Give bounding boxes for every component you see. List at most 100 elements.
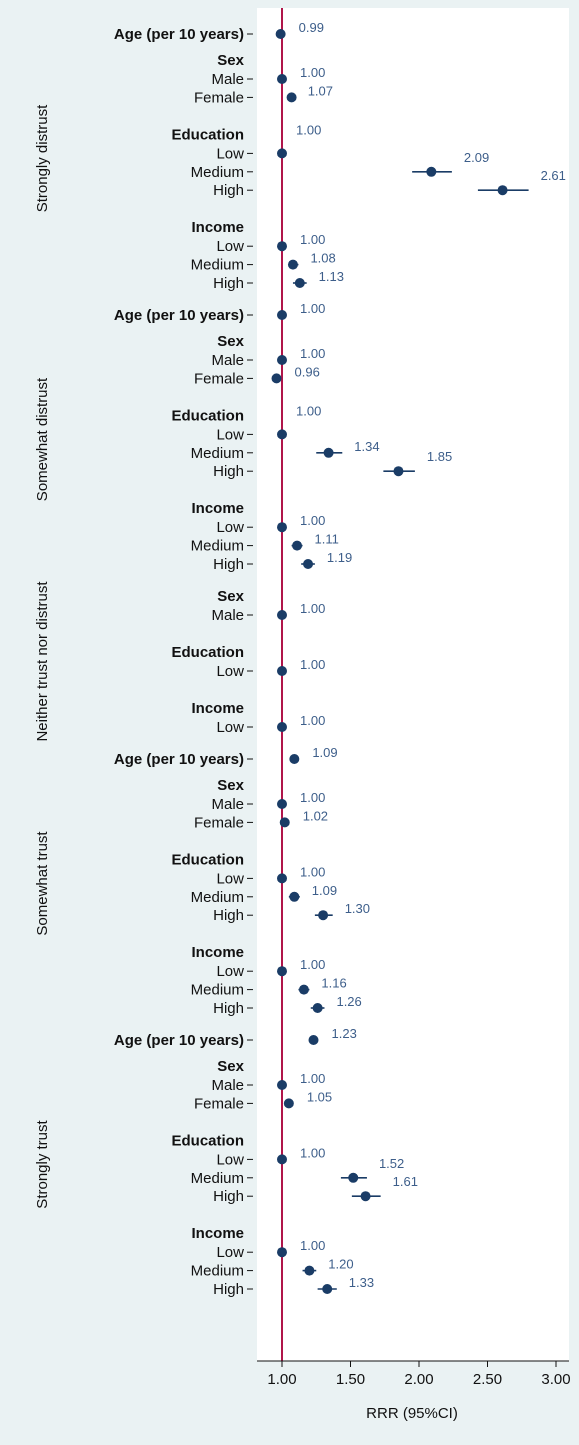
estimate-point — [322, 1284, 333, 1294]
estimate-point — [277, 610, 287, 620]
estimate-point — [318, 910, 329, 921]
row-header-label: Income — [191, 700, 244, 717]
row-header-label: Sex — [217, 52, 244, 69]
estimate-point — [277, 310, 287, 320]
row-label: Low — [216, 663, 244, 680]
row-label: Male — [211, 352, 244, 369]
row-label: Low — [216, 145, 244, 162]
row-header-label: Education — [171, 126, 244, 143]
estimate-point — [277, 873, 287, 884]
row-label: High — [213, 556, 244, 573]
row-label: Male — [211, 71, 244, 88]
value-label: 1.00 — [300, 232, 325, 247]
row-label: Low — [216, 238, 244, 255]
estimate-point — [312, 1003, 323, 1013]
row-label: Medium — [191, 164, 244, 181]
value-label: 1.61 — [393, 1174, 418, 1189]
value-label: 1.16 — [321, 976, 346, 991]
value-label: 1.00 — [300, 1145, 325, 1160]
value-label: 1.05 — [307, 1089, 332, 1104]
row-label: Age (per 10 years) — [114, 751, 244, 768]
value-label: 2.09 — [464, 150, 489, 165]
row-label: Medium — [191, 538, 244, 555]
row-label: High — [213, 907, 244, 924]
value-label: 0.96 — [295, 364, 320, 379]
row-label: Low — [216, 719, 244, 736]
estimate-point — [277, 1080, 287, 1090]
value-label: 1.19 — [327, 550, 352, 565]
estimate-point — [277, 1247, 287, 1258]
row-label: Low — [216, 963, 244, 980]
value-label: 1.07 — [308, 83, 333, 98]
estimate-point — [277, 355, 287, 365]
row-header-label: Income — [191, 219, 244, 236]
value-label: 1.20 — [328, 1257, 353, 1272]
row-label: High — [213, 1281, 244, 1298]
value-label: 1.00 — [300, 601, 325, 616]
row-header-label: Sex — [217, 777, 244, 794]
estimate-point — [277, 241, 287, 252]
estimate-point — [277, 148, 287, 159]
estimate-point — [303, 559, 314, 569]
value-label: 1.08 — [310, 251, 335, 266]
row-label: High — [213, 182, 244, 199]
value-label: 1.34 — [354, 439, 379, 454]
estimate-point — [348, 1172, 359, 1183]
row-label: Female — [194, 89, 244, 106]
plot-area — [257, 8, 569, 1361]
estimate-point — [277, 799, 287, 809]
value-label: 1.00 — [300, 713, 325, 728]
row-header-label: Education — [171, 1132, 244, 1149]
row-label: Male — [211, 1077, 244, 1094]
value-label: 1.11 — [315, 532, 339, 547]
row-header-label: Income — [191, 944, 244, 961]
row-header-label: Income — [191, 500, 244, 517]
estimate-point — [279, 817, 290, 828]
row-label: Age (per 10 years) — [114, 307, 244, 324]
estimate-point — [277, 74, 287, 84]
row-label: Low — [216, 1151, 244, 1168]
estimate-point — [277, 1154, 287, 1165]
value-label: 1.00 — [300, 65, 325, 80]
row-label: Medium — [191, 889, 244, 906]
group-label: Strongly trust — [34, 1119, 51, 1208]
value-label: 1.09 — [312, 883, 337, 898]
estimate-point — [286, 92, 297, 103]
value-label: 1.00 — [296, 122, 321, 137]
x-tick-label: 3.00 — [541, 1371, 570, 1388]
value-label: 1.00 — [300, 1071, 325, 1086]
row-label: Medium — [191, 982, 244, 999]
value-label: 1.00 — [300, 1238, 325, 1253]
value-label: 1.13 — [319, 269, 344, 284]
row-label: Low — [216, 519, 244, 536]
x-tick-label: 1.50 — [336, 1371, 365, 1388]
row-label: Medium — [191, 445, 244, 462]
estimate-point — [360, 1191, 371, 1202]
row-header-label: Sex — [217, 588, 244, 605]
estimate-point — [393, 466, 404, 477]
value-label: 1.02 — [303, 808, 328, 823]
estimate-point — [277, 966, 287, 977]
value-label: 1.09 — [312, 745, 337, 760]
value-label: 1.00 — [300, 957, 325, 972]
estimate-point — [308, 1035, 319, 1045]
estimate-point — [287, 259, 298, 270]
estimate-point — [277, 522, 287, 533]
row-label: Low — [216, 1244, 244, 1261]
value-label: 1.00 — [300, 657, 325, 672]
row-label: Female — [194, 370, 244, 387]
estimate-point — [271, 373, 282, 384]
value-label: 1.26 — [336, 994, 361, 1009]
row-label: Medium — [191, 1170, 244, 1187]
row-label: High — [213, 275, 244, 292]
value-label: 1.00 — [300, 513, 325, 528]
value-label: 1.30 — [345, 901, 370, 916]
value-label: 1.00 — [300, 790, 325, 805]
row-header-label: Sex — [217, 1058, 244, 1075]
value-label: 1.52 — [379, 1156, 404, 1171]
estimate-point — [277, 722, 287, 732]
row-header-label: Sex — [217, 333, 244, 350]
value-label: 1.33 — [349, 1275, 374, 1290]
